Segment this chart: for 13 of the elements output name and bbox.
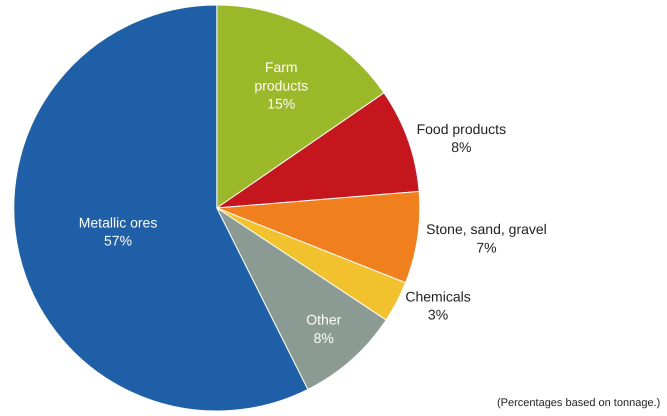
slice-label: Stone, sand, gravel — [426, 221, 547, 238]
text: (Percentages based on tonnage.) — [497, 397, 660, 409]
data-label: 15% — [267, 96, 296, 112]
data-label: 3% — [428, 306, 448, 323]
slice-label: Farm products — [254, 59, 308, 94]
data-label: 8% — [451, 139, 472, 156]
slice-label: Food products — [416, 120, 506, 137]
slice-label: Metallic ores — [78, 214, 158, 230]
data-label: 57% — [104, 232, 132, 248]
data-label: 8% — [314, 330, 334, 346]
slice-label: Chemicals — [405, 288, 471, 304]
slice-label: Other — [306, 312, 342, 328]
data-label: 7% — [476, 239, 497, 256]
